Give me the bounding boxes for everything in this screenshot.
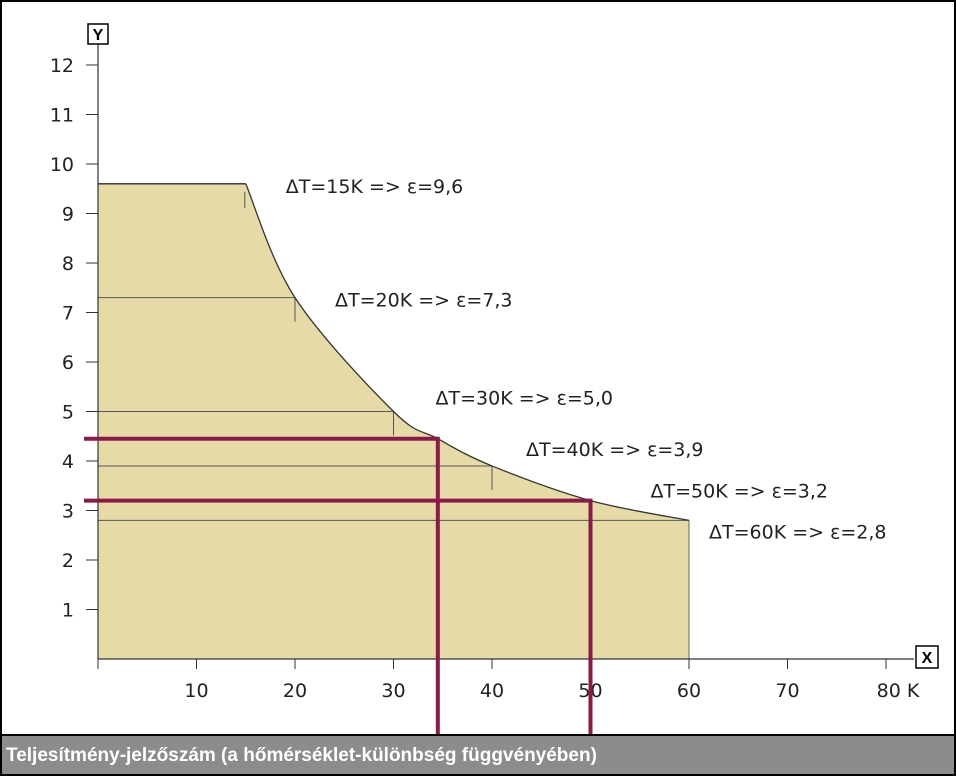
annotation-dt-15: ΔT=15K => ε=9,6 (286, 176, 464, 198)
highlight-lines-layer (84, 436, 593, 736)
x-tick-label-30: 30 (381, 680, 405, 702)
y-tick-label-2: 2 (62, 550, 74, 572)
x-tick-label-10: 10 (184, 680, 208, 702)
y-tick-label-3: 3 (62, 501, 74, 523)
y-tick-label-4: 4 (62, 451, 74, 473)
y-tick-label-1: 1 (62, 600, 74, 622)
y-tick-label-6: 6 (62, 352, 74, 374)
annotation-dt-30: ΔT=30K => ε=5,0 (436, 388, 614, 410)
ticks-layer: 1234567891011121020304050607080 K (50, 55, 920, 702)
axes-layer: Y X (87, 23, 939, 669)
x-tick-label-80: 80 K (877, 680, 920, 702)
annotation-dt-20: ΔT=20K => ε=7,3 (335, 290, 513, 312)
annotation-dt-40: ΔT=40K => ε=3,9 (526, 439, 704, 461)
annotations-layer: ΔT=15K => ε=9,6 ΔT=20K => ε=7,3 ΔT=30K => … (286, 176, 887, 544)
y-tick-label-9: 9 (62, 204, 74, 226)
y-axis-label: Y (93, 27, 104, 44)
chart-canvas: Y X 1234567891011121020304050607080 K ΔT… (50, 23, 939, 736)
annotation-dt-60: ΔT=60K => ε=2,8 (709, 521, 887, 543)
x-tick-label-70: 70 (775, 680, 799, 702)
x-tick-label-20: 20 (283, 680, 307, 702)
x-axis-label: X (922, 650, 933, 667)
y-tick-label-8: 8 (62, 253, 74, 275)
x-tick-label-60: 60 (677, 680, 701, 702)
figure-caption: Teljesítmény-jelzőszám (a hőmérséklet-kü… (2, 734, 954, 774)
y-tick-label-10: 10 (50, 154, 74, 176)
x-tick-label-40: 40 (480, 680, 504, 702)
annotation-dt-50: ΔT=50K => ε=3,2 (651, 481, 829, 503)
x-axis-label-box: X (915, 645, 939, 669)
y-tick-label-12: 12 (50, 55, 74, 77)
y-axis-label-box: Y (87, 23, 109, 45)
y-tick-label-7: 7 (62, 303, 74, 325)
y-tick-label-5: 5 (62, 402, 74, 424)
y-tick-label-11: 11 (50, 105, 74, 127)
